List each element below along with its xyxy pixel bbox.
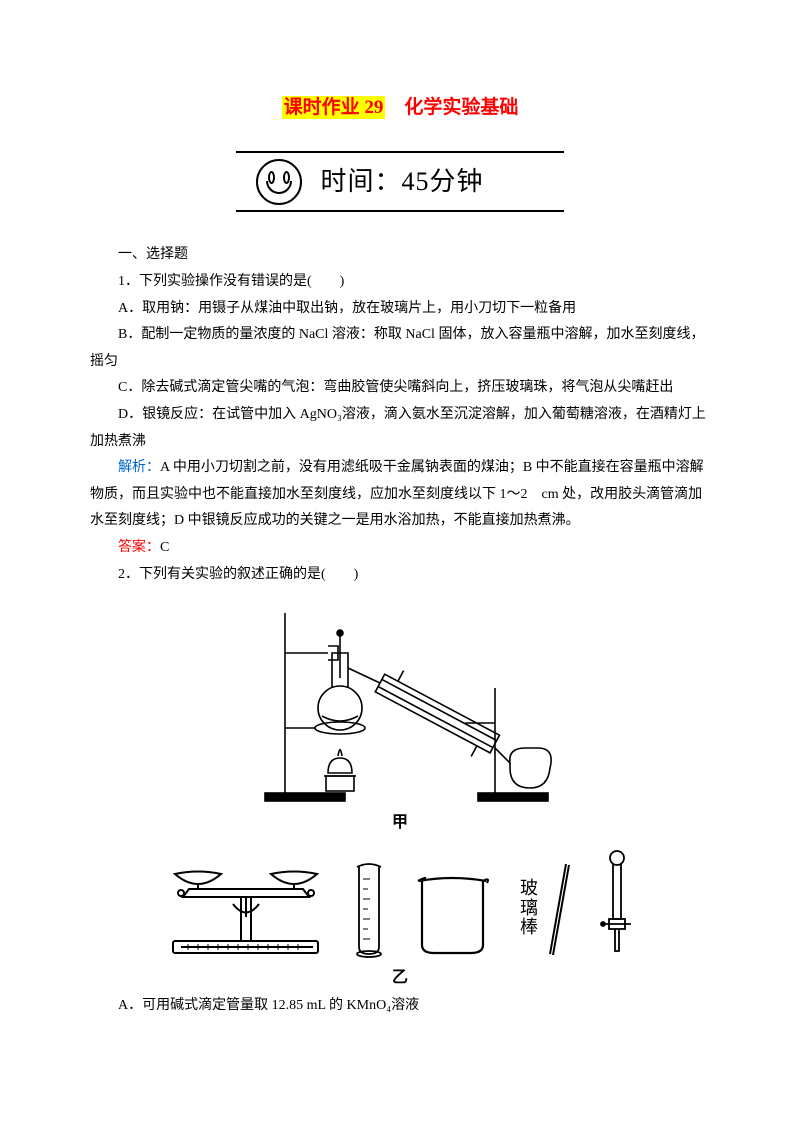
smiley-icon xyxy=(256,159,302,205)
title-highlight: 课时作业 29 xyxy=(282,96,386,119)
q1-option-a: A．取用钠：用镊子从煤油中取出钠，放在玻璃片上，用小刀切下一粒备用 xyxy=(90,296,710,323)
page-title: 课时作业 29 化学实验基础 xyxy=(90,90,710,126)
balance-icon xyxy=(163,849,328,959)
q1-analysis: 解析：A 中用小刀切割之前，没有用滤纸吸干金属钠表面的煤油；B 中不能直接在容量… xyxy=(90,455,710,535)
answer-label: 答案： xyxy=(118,540,160,555)
cylinder-icon xyxy=(353,859,385,959)
time-text: 时间：45分钟 xyxy=(320,157,483,206)
section-heading: 一、选择题 xyxy=(90,242,710,269)
q1-option-b: B．配制一定物质的量浓度的 NaCl 溶液：称取 NaCl 固体，放入容量瓶中溶… xyxy=(90,322,710,375)
q2-option-a: A．可用碱式滴定管量取 12.85 mL 的 KMnO₄溶液 xyxy=(90,993,710,1020)
analysis-label: 解析： xyxy=(118,460,160,475)
q1-answer: 答案：C xyxy=(90,535,710,562)
figure-distillation: 甲 xyxy=(90,598,710,838)
burette-icon xyxy=(597,849,637,959)
figure-caption-yi: 乙 xyxy=(90,963,710,993)
title-rest: 化学实验基础 xyxy=(385,97,518,118)
glass-rod: 玻璃棒 xyxy=(520,859,572,959)
beaker-icon xyxy=(410,869,495,959)
glass-rod-label: 玻璃棒 xyxy=(520,879,538,938)
q1-option-c: C．除去碱式滴定管尖嘴的气泡：弯曲胶管使尖嘴斜向上，挤压玻璃珠，将气泡从尖嘴赶出 xyxy=(90,375,710,402)
q1-stem: 1．下列实验操作没有错误的是( ) xyxy=(90,269,710,296)
distillation-diagram xyxy=(210,598,590,808)
figure-caption-jia: 甲 xyxy=(90,808,710,838)
q2-stem: 2．下列有关实验的叙述正确的是( ) xyxy=(90,562,710,589)
q1-option-d: D．银镜反应：在试管中加入 AgNO₃溶液，滴入氨水至沉淀溶解，加入葡萄糖溶液，… xyxy=(90,402,710,455)
figure-row-yi: 玻璃棒 xyxy=(90,849,710,959)
analysis-text: A 中用小刀切割之前，没有用滤纸吸干金属钠表面的煤油；B 中不能直接在容量瓶中溶… xyxy=(90,460,704,528)
time-banner: 时间：45分钟 xyxy=(90,151,710,212)
answer-text: C xyxy=(160,540,169,555)
